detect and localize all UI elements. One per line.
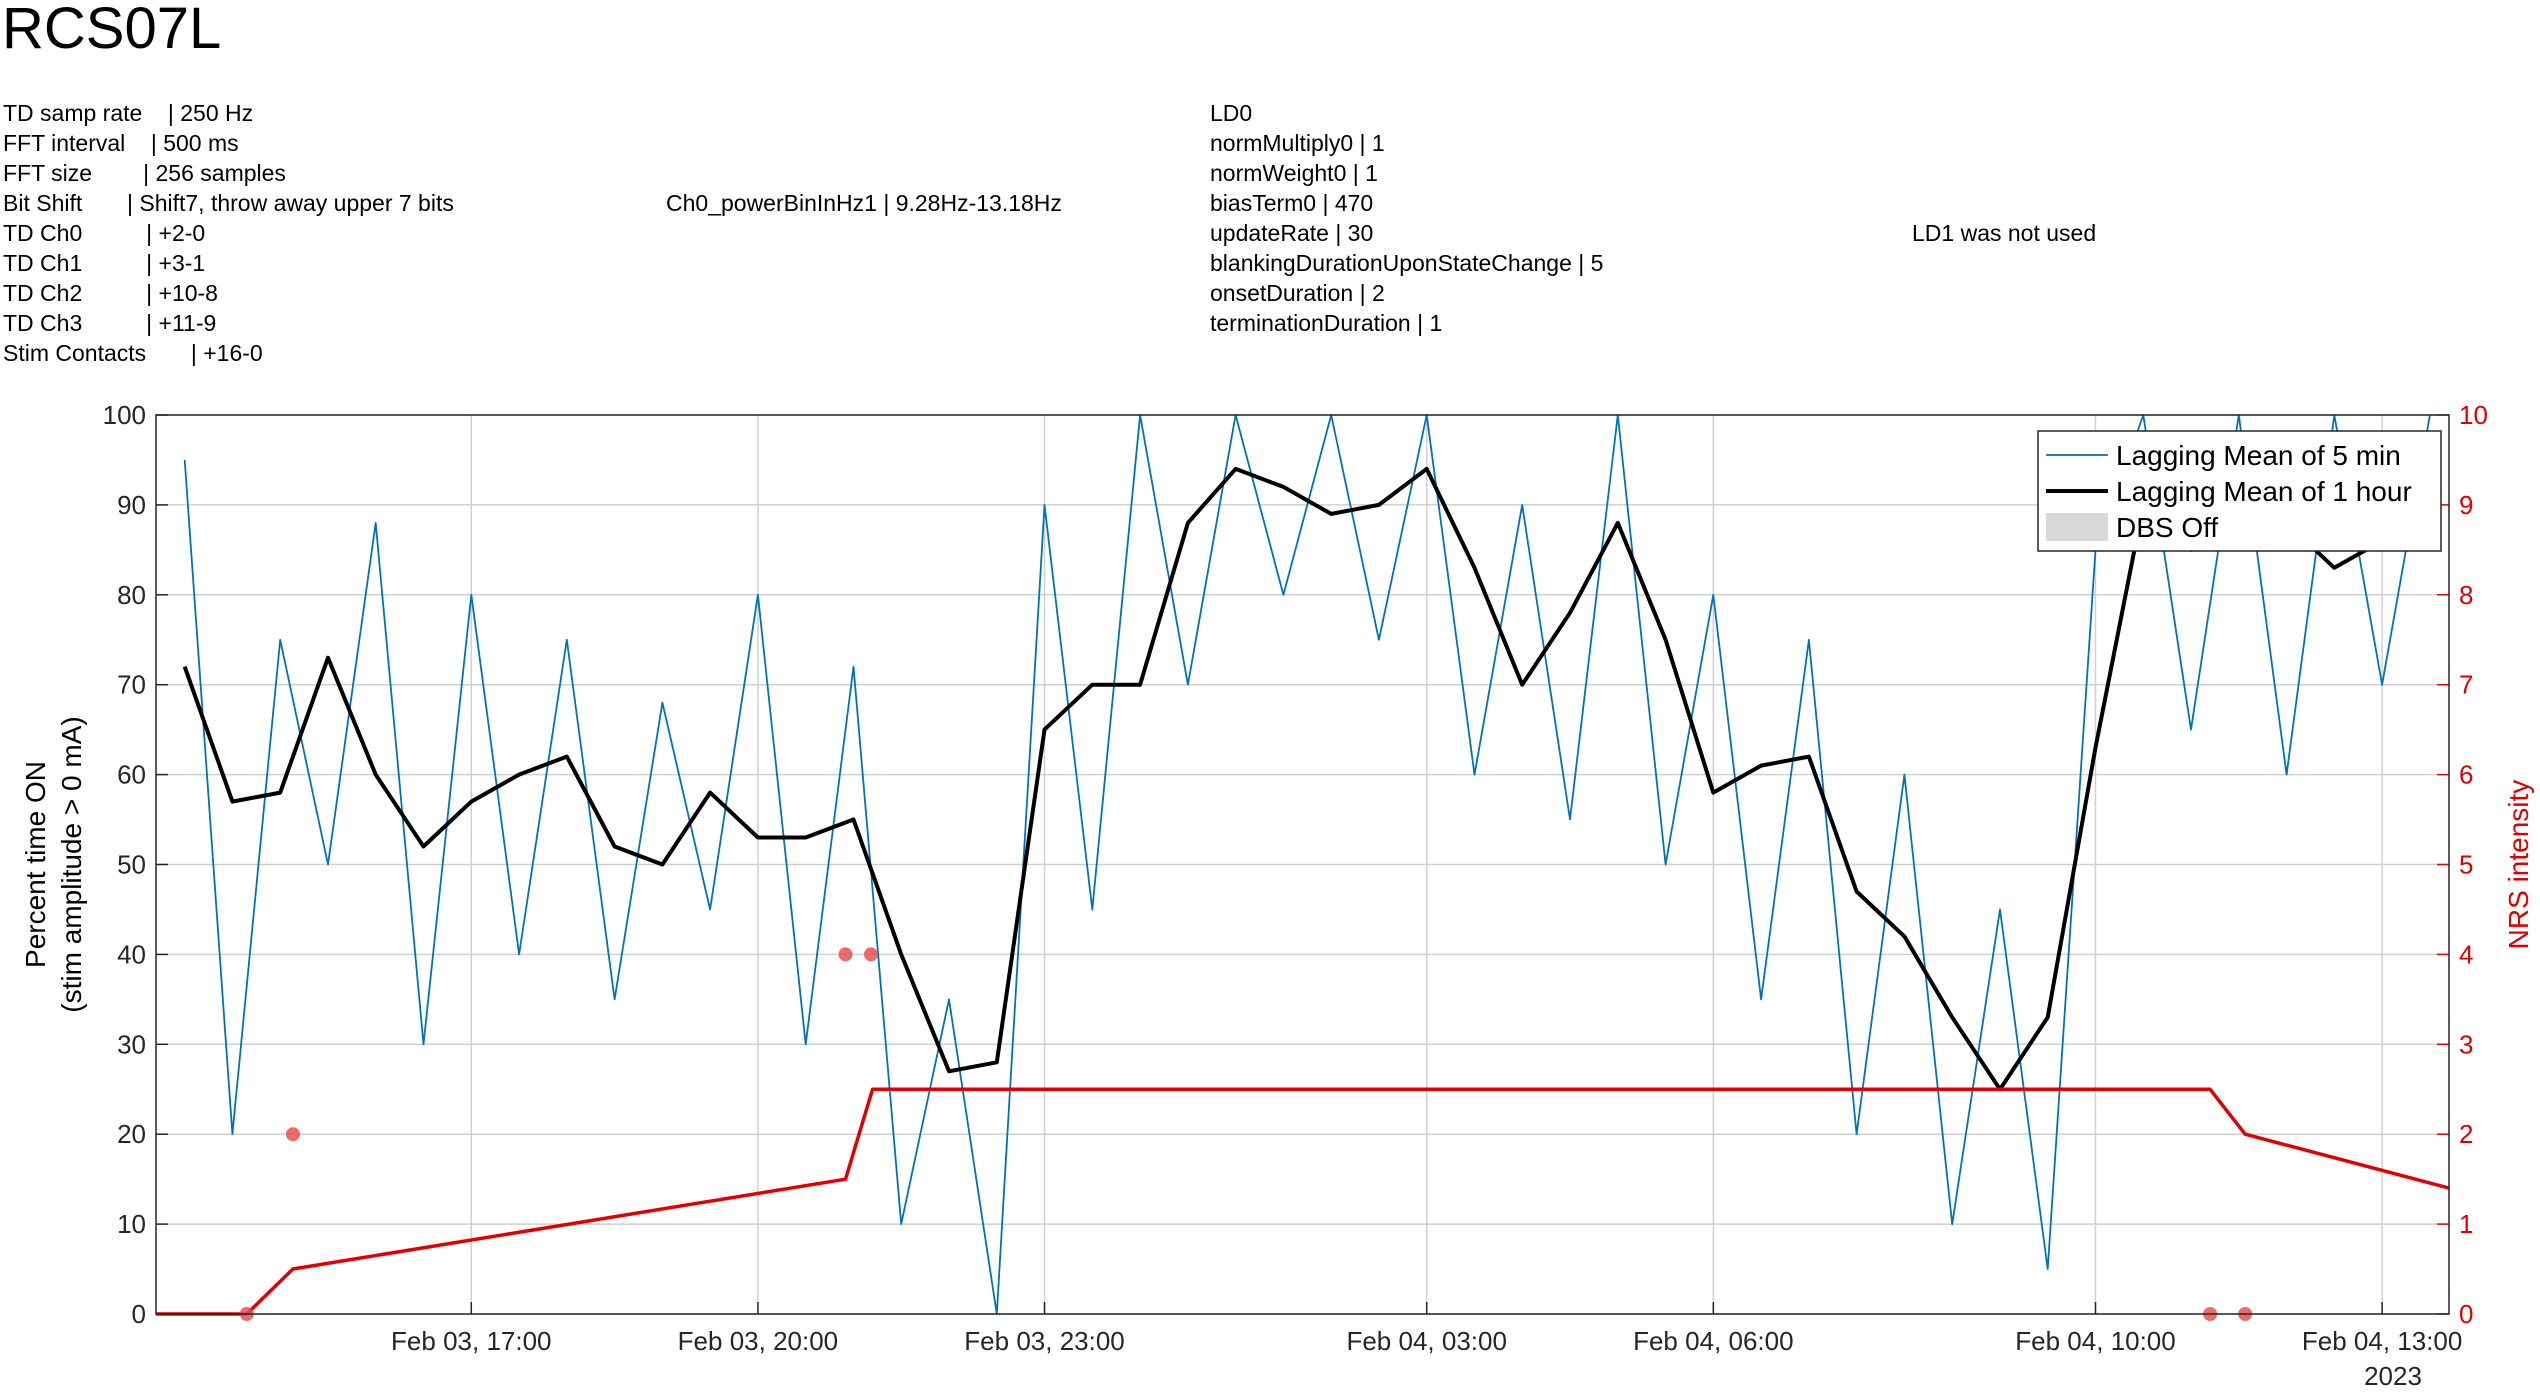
plot-area	[156, 414, 2449, 1316]
info-setting: Bit Shift | Shift7, throw away upper 7 b…	[3, 190, 454, 216]
y2-axis-label: NRS intensity	[2503, 780, 2534, 950]
y-tick-label: 10	[117, 1209, 146, 1239]
info-setting: TD Ch0 | +2-0	[3, 220, 205, 246]
nrs-point	[285, 1127, 300, 1142]
info-setting: FFT interval | 500 ms	[3, 130, 239, 156]
axes-box	[155, 414, 2450, 1315]
figure-title: RCS07L	[2, 0, 221, 61]
y2-tick-label: 6	[2459, 760, 2473, 790]
nrs-point	[863, 947, 878, 962]
x-tick-label: Feb 03, 23:00	[964, 1326, 1124, 1356]
info-setting: Stim Contacts | +16-0	[3, 340, 263, 366]
x-tick-label: Feb 04, 13:00	[2302, 1326, 2462, 1356]
y-tick-label: 50	[117, 850, 146, 880]
legend-label: DBS Off	[2116, 512, 2218, 543]
info-ld1: LD1 was not used	[1912, 220, 2096, 246]
nrs-point	[838, 947, 853, 962]
info-setting: FFT size | 256 samples	[3, 160, 286, 186]
y-tick-label: 60	[117, 760, 146, 790]
x-tick-label: Feb 04, 06:00	[1633, 1326, 1793, 1356]
y-axis-label: Percent time ON	[20, 761, 51, 968]
x-tick-label: Feb 04, 03:00	[1346, 1326, 1506, 1356]
y-axis-label: (stim amplitude > 0 mA)	[56, 716, 87, 1012]
info-ld0: onsetDuration | 2	[1210, 280, 1385, 306]
x-tick-label: Feb 04, 10:00	[2015, 1326, 2175, 1356]
x-year-label: 2023	[2364, 1361, 2422, 1391]
x-tick-label: Feb 03, 17:00	[391, 1326, 551, 1356]
y2-tick-label: 2	[2459, 1119, 2473, 1149]
y-tick-label: 100	[103, 400, 146, 430]
y2-tick-label: 8	[2459, 580, 2473, 610]
info-ld0: normWeight0 | 1	[1210, 160, 1378, 186]
y2-tick-label: 1	[2459, 1209, 2473, 1239]
info-ld0: biasTerm0 | 470	[1210, 190, 1373, 216]
series-line	[183, 414, 2431, 1315]
info-ld0: LD0	[1210, 100, 1252, 126]
legend-label: Lagging Mean of 1 hour	[2116, 476, 2412, 507]
y2-tick-label: 7	[2459, 670, 2473, 700]
y-tick-label: 70	[117, 670, 146, 700]
legend-patch	[2046, 513, 2108, 541]
info-ld0: normMultiply0 | 1	[1210, 130, 1385, 156]
info-setting: TD samp rate | 250 Hz	[3, 100, 253, 126]
info-ld0: terminationDuration | 1	[1210, 310, 1442, 336]
legend-label: Lagging Mean of 5 min	[2116, 440, 2401, 471]
y2-tick-label: 0	[2459, 1299, 2473, 1329]
legend: Lagging Mean of 5 min Lagging Mean of 1 h…	[2037, 430, 2442, 552]
info-setting: TD Ch3 | +11-9	[3, 310, 216, 336]
y2-tick-label: 10	[2459, 400, 2488, 430]
info-ld0: blankingDurationUponStateChange | 5	[1210, 250, 1603, 276]
y-tick-label: 90	[117, 490, 146, 520]
y-tick-label: 0	[132, 1299, 146, 1329]
y2-tick-label: 3	[2459, 1029, 2473, 1059]
x-tick-label: Feb 03, 20:00	[678, 1326, 838, 1356]
y2-tick-label: 4	[2459, 939, 2473, 969]
y2-tick-label: 5	[2459, 850, 2473, 880]
y-tick-label: 30	[117, 1029, 146, 1059]
y2-tick-label: 9	[2459, 490, 2473, 520]
info-setting: TD Ch2 | +10-8	[3, 280, 218, 306]
info-ld0: updateRate | 30	[1210, 220, 1373, 246]
y-tick-label: 80	[117, 580, 146, 610]
y-tick-label: 40	[117, 939, 146, 969]
info-power-band: Ch0_powerBinInHz1 | 9.28Hz-13.18Hz	[666, 190, 1062, 216]
info-setting: TD Ch1 | +3-1	[3, 250, 205, 276]
y-tick-label: 20	[117, 1119, 146, 1149]
series-line	[182, 466, 2431, 1092]
series-line	[156, 1087, 2449, 1316]
